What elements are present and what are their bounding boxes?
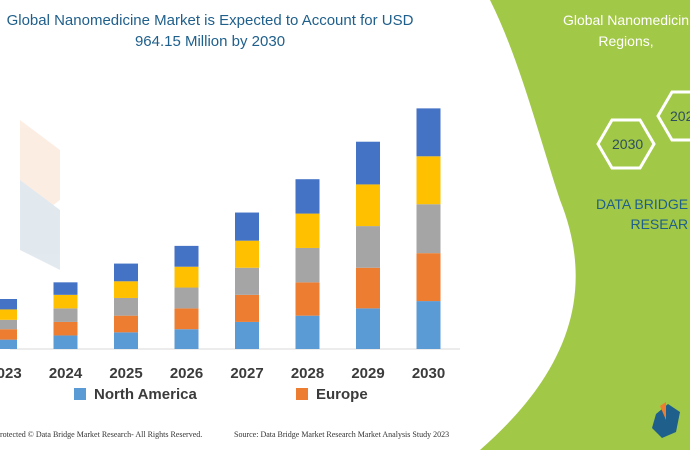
bar-2029-series-4: [356, 184, 380, 227]
bar-2027-series-2: [235, 294, 259, 322]
bar-2024-series-3: [53, 308, 78, 322]
watermark-logo: [20, 120, 60, 270]
bar-2030-series-1: [416, 301, 441, 349]
bar-2030-series-3: [416, 204, 441, 254]
x-tick-label-2029: 2029: [351, 365, 384, 382]
x-tick-label-2023: 2023: [0, 365, 22, 382]
bar-2029-series-1: [356, 308, 380, 349]
bar-2026-series-1: [174, 329, 199, 349]
bar-2028-series-2: [295, 282, 320, 316]
bar-2025-series-1: [114, 332, 138, 349]
right-title-line-1: Global Nanomedicin: [562, 12, 690, 28]
bar-2028-series-4: [295, 213, 320, 248]
bar-2023-series-5: [0, 299, 17, 310]
chart-title: Global Nanomedicine Market is Expected t…: [6, 12, 414, 50]
footer-source: Source: Data Bridge Market Research Mark…: [234, 430, 450, 439]
bar-2028-series-5: [295, 179, 320, 214]
hex-label-2023: 202: [670, 108, 690, 124]
bar-2024-series-5: [53, 282, 78, 295]
legend-item-europe: Europe: [296, 384, 368, 404]
bar-2025-series-3: [114, 297, 138, 316]
footer-copyright: rotected © Data Bridge Market Research- …: [0, 430, 203, 439]
brand-line-1: DATA BRIDGE: [596, 196, 689, 212]
legend-label-europe: Europe: [316, 385, 368, 403]
bar-2027-series-4: [235, 240, 259, 268]
bar-2029-series-3: [356, 226, 380, 268]
bar-2028-series-3: [295, 247, 320, 283]
bar-2026-series-3: [174, 287, 199, 309]
x-tick-label-2027: 2027: [230, 365, 263, 382]
brand-text: DATA BRIDGE RESEAR: [596, 194, 688, 234]
logo-icon: [652, 404, 680, 438]
x-tick-label-2024: 2024: [49, 365, 83, 382]
bar-2023-series-2: [0, 329, 17, 340]
bar-2030-series-4: [416, 156, 441, 205]
stacked-bar-chart: 2023 2024 2025 2026 2027 2028 2029 2030: [0, 108, 460, 382]
hex-label-2030: 2030: [612, 136, 644, 152]
bar-2023-series-4: [0, 309, 17, 320]
bar-2029-series-2: [356, 267, 380, 309]
bar-2023-series-3: [0, 319, 17, 330]
right-panel-title: Global Nanomedicin Regions,: [556, 10, 690, 52]
brand-line-2: RESEAR: [630, 216, 689, 232]
bar-2023-series-1: [0, 339, 17, 349]
bar-2027-series-3: [235, 267, 259, 295]
x-tick-label-2030: 2030: [412, 365, 445, 382]
x-tick-label-2025: 2025: [109, 365, 142, 382]
bar-2024-series-1: [53, 335, 78, 349]
green-panel-shape: [480, 0, 690, 450]
bar-2030-series-5: [416, 108, 441, 157]
bar-2025-series-4: [114, 281, 138, 298]
bar-2026-series-5: [174, 245, 199, 267]
bar-2025-series-2: [114, 315, 138, 333]
logo-accent-icon: [660, 402, 666, 420]
right-title-line-2: Regions,: [598, 33, 654, 49]
bar-2029-series-5: [356, 141, 380, 185]
bar-2024-series-2: [53, 321, 78, 336]
bar-2028-series-1: [295, 315, 320, 349]
bar-2026-series-2: [174, 308, 199, 330]
bar-2027-series-1: [235, 321, 259, 349]
bar-2024-series-4: [53, 294, 78, 309]
x-tick-label-2026: 2026: [170, 365, 203, 382]
bar-2027-series-5: [235, 212, 259, 241]
bar-2030-series-2: [416, 253, 441, 302]
legend-item-north-america: North America: [74, 384, 197, 404]
bar-2025-series-5: [114, 263, 138, 282]
bar-2026-series-4: [174, 266, 199, 288]
legend-swatch-north-america: [74, 388, 86, 400]
hexagon-2023: [656, 90, 690, 142]
hexagon-2030: [596, 118, 656, 170]
x-tick-label-2028: 2028: [291, 365, 324, 382]
legend-swatch-europe: [296, 388, 308, 400]
legend-label-north-america: North America: [94, 385, 197, 403]
